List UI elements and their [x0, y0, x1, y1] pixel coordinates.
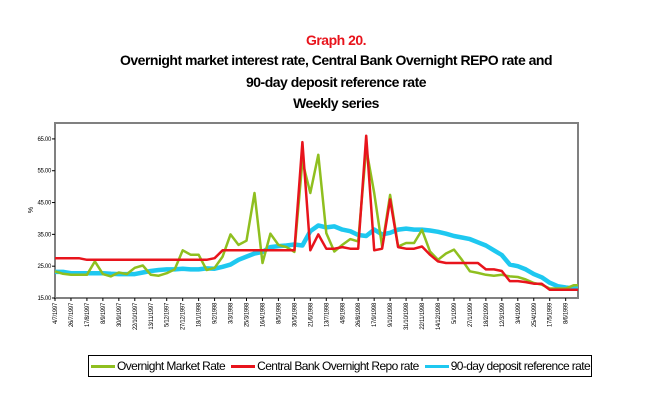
x-tick-label: 30/9/1997	[117, 302, 123, 327]
chart-title-line-1: Overnight market interest rate, Central …	[119, 52, 553, 68]
y-tick-label: 65.00	[37, 137, 51, 143]
chart-title-graph-number: Graph 20.	[305, 32, 367, 48]
legend-item-deposit: 90-day deposit reference rate	[424, 359, 591, 373]
legend-label: Overnight Market Rate	[117, 359, 226, 373]
legend-swatch	[424, 364, 449, 368]
x-tick-label: 17/5/1999	[548, 302, 554, 327]
legend-item-repo: Central Bank Overnight Repo rate	[231, 359, 419, 373]
x-tick-label: 25/3/1998	[245, 302, 251, 327]
y-tick-label: 45.00	[37, 201, 51, 207]
y-axis-label: %	[28, 207, 35, 213]
x-tick-label: 13/7/1998	[324, 302, 330, 327]
x-tick-label: 5/1/1999	[452, 302, 458, 324]
y-tick-label: 35.00	[37, 232, 51, 238]
series-line-central-bank-repo-rate	[55, 134, 578, 291]
y-tick-label: 25.00	[37, 264, 51, 270]
x-tick-label: 25/4/1999	[532, 302, 538, 327]
x-tick-label: 8/5/1998	[276, 302, 282, 324]
x-tick-label: 17/9/1998	[372, 302, 378, 327]
x-tick-label: 22/11/1998	[420, 302, 426, 330]
legend-label: 90-day deposit reference rate	[450, 359, 591, 373]
x-tick-label: 26/8/1998	[356, 302, 362, 327]
x-tick-label: 4/7/1997	[53, 302, 59, 324]
series-line-overnight-market-rate	[54, 147, 578, 290]
x-tick-label: 22/10/1997	[133, 302, 139, 330]
x-tick-label: 13/11/1997	[149, 302, 155, 330]
x-tick-label: 18/2/1999	[484, 302, 490, 327]
x-tick-label: 5/12/1997	[165, 302, 171, 327]
legend-label: Central Bank Overnight Repo rate	[257, 359, 419, 373]
y-tick-label: 55.00	[37, 169, 51, 175]
chart-title-line-2: 90-day deposit reference rate	[245, 74, 427, 90]
x-tick-label: 12/3/1999	[500, 302, 506, 327]
x-tick-label: 3/3/1998	[229, 302, 235, 324]
chart-subtitle: Weekly series	[293, 95, 379, 111]
x-tick-label: 8/9/1997	[101, 302, 107, 324]
y-tick-label: 15.00	[37, 296, 51, 302]
x-tick-label: 9/10/1998	[388, 302, 394, 327]
x-tick-label: 26/7/1997	[69, 302, 75, 327]
x-tick-label: 27/1/1999	[468, 302, 474, 327]
x-tick-label: 16/4/1998	[260, 302, 266, 327]
x-tick-label: 18/1/1998	[197, 302, 203, 327]
x-tick-label: 31/10/1998	[404, 302, 410, 330]
x-tick-label: 17/8/1997	[85, 302, 91, 327]
x-tick-label: 3/4/1999	[516, 302, 522, 324]
legend-swatch	[91, 364, 115, 368]
x-tick-label: 30/5/1998	[292, 302, 298, 327]
x-tick-label: 8/6/1999	[564, 302, 570, 324]
legend-item-overnight: Overnight Market Rate	[91, 359, 226, 373]
x-tick-label: 27/12/1997	[181, 302, 187, 330]
legend: Overnight Market Rate Central Bank Overn…	[88, 355, 592, 377]
x-tick-label: 9/2/1998	[213, 302, 219, 324]
x-tick-label: 14/12/1998	[436, 302, 442, 330]
series-line-deposit-reference-rate	[55, 223, 578, 291]
legend-swatch	[231, 364, 256, 368]
x-tick-label: 21/6/1998	[308, 302, 314, 327]
x-tick-label: 4/8/1998	[340, 302, 346, 324]
